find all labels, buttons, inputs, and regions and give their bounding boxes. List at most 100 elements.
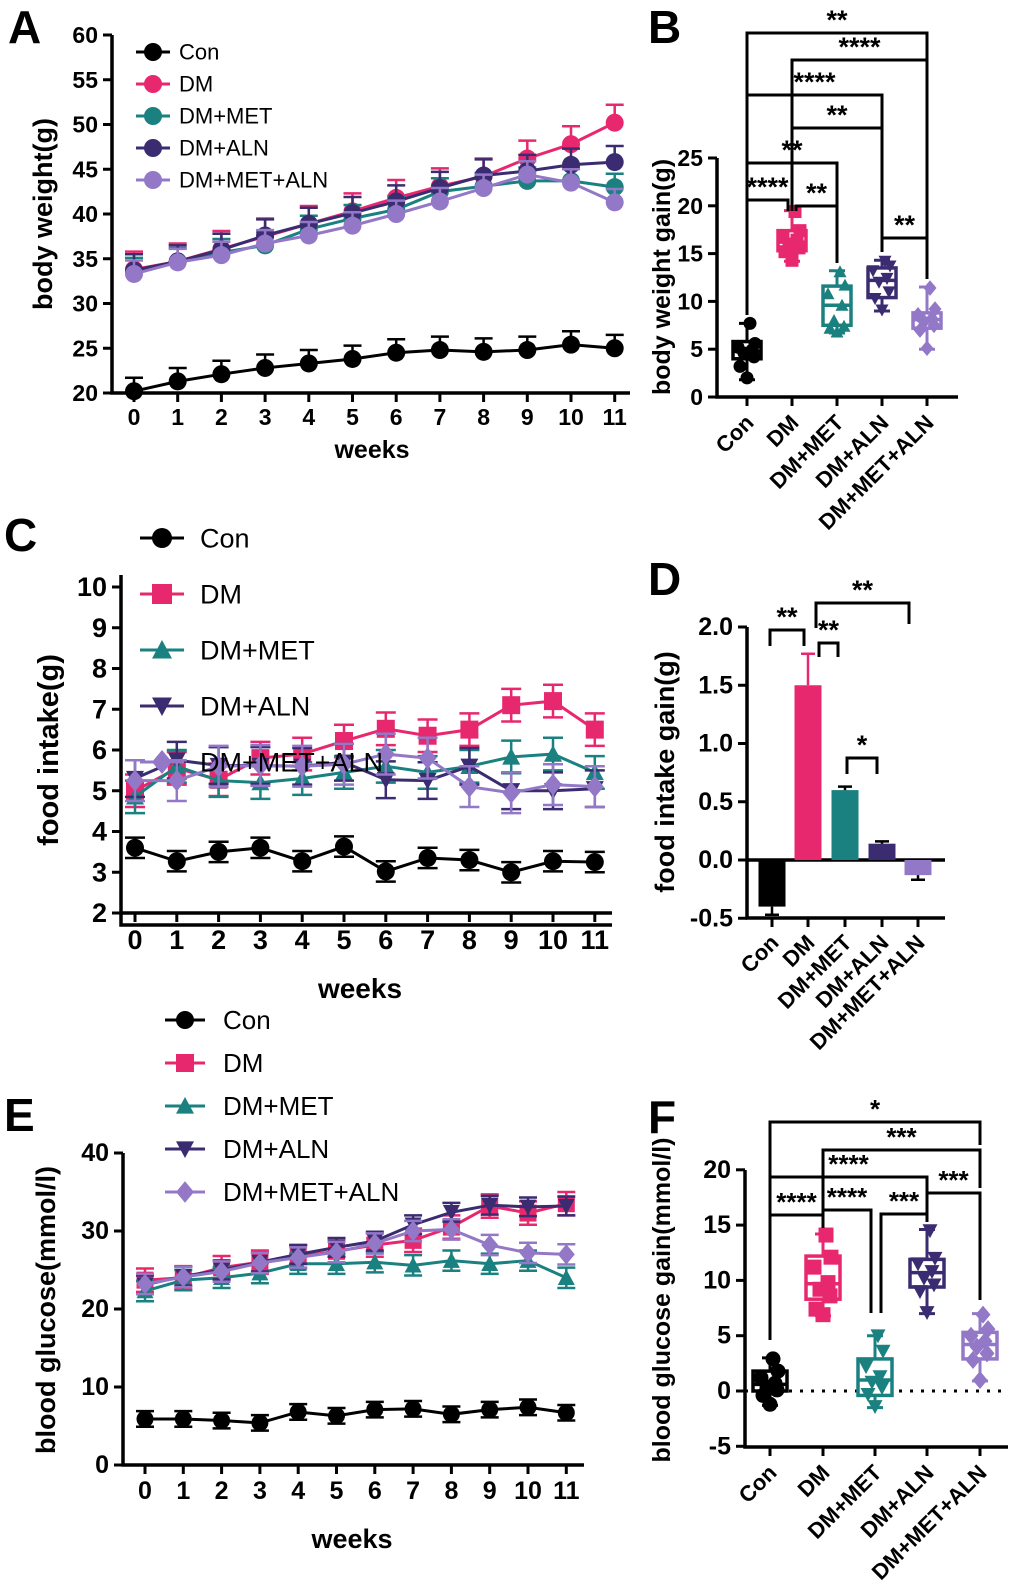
panel-label-c: C xyxy=(4,509,38,561)
legend-label-con: Con xyxy=(179,40,219,65)
x-tick-label: 7 xyxy=(420,925,435,955)
y-tick-label: 25 xyxy=(677,145,703,171)
x-tick-label: 1 xyxy=(176,1477,190,1505)
y-axis-title: body weight(g) xyxy=(28,118,58,310)
legend-label-dm-aln: DM+ALN xyxy=(179,136,269,161)
y-tick-label: 10 xyxy=(703,1266,731,1294)
sig-bracket-dm-dm-aln xyxy=(790,126,884,252)
panel-c-food-intake-line-chart: 2 3 4 5 6 7 8 9 10 0 1 2 3 4 5 6 7 8 9 10 11 Con DM DM+MET DM+AL… xyxy=(0,480,640,1015)
series-con xyxy=(125,329,624,401)
x-tick-label: 9 xyxy=(521,404,534,430)
sig-stars: *** xyxy=(889,1186,920,1216)
y-tick-label: 4 xyxy=(92,817,107,847)
y-tick-label: 10 xyxy=(677,288,703,314)
legend-label-dm: DM xyxy=(200,579,242,609)
x-tick-label: 6 xyxy=(390,404,403,430)
x-tick-label: 8 xyxy=(462,925,477,955)
x-tick-label: 11 xyxy=(603,404,628,430)
x-tick-label: 4 xyxy=(295,925,310,955)
y-tick-label: 40 xyxy=(81,1139,109,1167)
box-dm-aln xyxy=(908,1224,946,1320)
y-tick-label: 0.5 xyxy=(698,788,733,816)
y-tick-label: 0.0 xyxy=(698,846,733,874)
legend: Con DM DM+MET DM+ALN DM+MET+ALN xyxy=(136,40,328,193)
sig-bracket-dm-dm-met xyxy=(794,204,839,263)
y-tick-label: -5 xyxy=(709,1432,731,1460)
legend-label-dm-met: DM+MET xyxy=(223,1091,334,1121)
box-con xyxy=(731,316,763,385)
series-dm-met-aln xyxy=(125,732,605,815)
y-tick-label: 25 xyxy=(72,335,98,361)
x-axis-extension xyxy=(119,913,612,927)
y-tick-label: 6 xyxy=(92,735,107,765)
y-tick-label: 3 xyxy=(92,857,107,887)
legend-label-dm-met: DM+MET xyxy=(179,104,273,129)
legend-label-dm-aln: DM+ALN xyxy=(223,1134,329,1164)
sig-bracket-dm-aln-dm-met-aln xyxy=(925,1191,982,1300)
sig-bracket-con-dm xyxy=(745,198,790,315)
sig-bracket-dm-dm-met xyxy=(817,641,840,657)
panel-label-a: A xyxy=(8,1,42,53)
y-tick-label: 1.0 xyxy=(698,730,733,758)
sig-bracket-dm-aln-dm-met-aln xyxy=(880,236,929,279)
y-tick-label: 7 xyxy=(92,694,107,724)
x-tick-label: 11 xyxy=(581,925,610,955)
panel-label-b: B xyxy=(648,1,682,53)
box-dm-aln xyxy=(866,255,898,317)
sig-stars: **** xyxy=(827,1182,868,1212)
legend-label-dm-met-aln: DM+MET+ALN xyxy=(200,747,383,777)
x-tick-label: 2 xyxy=(215,1477,229,1505)
x-tick-label: 3 xyxy=(253,925,268,955)
x-tick-label: 8 xyxy=(444,1477,458,1505)
y-tick-label: 55 xyxy=(72,67,98,93)
legend-label-con: Con xyxy=(200,523,250,553)
panel-e-blood-glucose-line-chart: 0 10 20 30 40 0 1 2 3 4 5 6 7 8 9 10 11 Con DM DM+MET DM+ALN… xyxy=(0,1005,640,1589)
x-axis-title: weeks xyxy=(317,973,402,1004)
y-tick-label: 35 xyxy=(72,246,98,272)
x-tick-label: 7 xyxy=(434,404,447,430)
y-tick-label: 30 xyxy=(72,291,98,317)
category-label-con: Con xyxy=(736,930,784,978)
x-tick-label: 6 xyxy=(378,925,393,955)
x-tick-label: 3 xyxy=(253,1477,267,1505)
y-tick-label: -0.5 xyxy=(690,904,733,932)
panel-a-body-weight-line-chart: 20 25 30 35 40 45 50 55 60 0 1 2 3 4 5 6 7 8 9 10 11 Con DM DM+… xyxy=(0,0,640,483)
legend-label-dm: DM xyxy=(223,1048,263,1078)
y-tick-label: 30 xyxy=(81,1217,109,1245)
sig-stars: ** xyxy=(852,575,874,605)
panel-d-food-intake-gain-barchart: 2.0 1.5 1.0 0.5 0.0 -0.5 Con DM DM+MET DM+ALN DM+M… xyxy=(640,540,1020,1065)
x-tick-label: 1 xyxy=(171,404,184,430)
y-tick-label: 1.5 xyxy=(698,671,733,699)
y-axis-title: blood glucose gain(mmol/l) xyxy=(648,1138,676,1463)
y-tick-label: 15 xyxy=(677,241,703,267)
category-label-dm: DM xyxy=(793,1460,835,1502)
y-tick-label: 20 xyxy=(677,193,703,219)
panel-label-e: E xyxy=(4,1089,35,1141)
y-tick-label: 50 xyxy=(72,112,98,138)
sig-stars: ** xyxy=(826,5,848,35)
x-tick-label: 5 xyxy=(336,925,351,955)
legend-label-con: Con xyxy=(223,1010,271,1035)
x-tick-label: 9 xyxy=(504,925,519,955)
box-dm-met-aln xyxy=(961,1305,999,1389)
axes xyxy=(119,575,612,915)
sig-bracket-dm-met-dm-aln xyxy=(845,756,879,774)
x-tick-label: 10 xyxy=(538,925,568,955)
x-tick-label: 0 xyxy=(127,925,142,955)
bar-dm-met-aln xyxy=(904,860,932,882)
x-tick-label: 0 xyxy=(128,404,141,430)
x-axis-title: weeks xyxy=(333,436,409,464)
y-tick-label: 10 xyxy=(81,1373,109,1401)
sig-bracket-dm-dm-met-aln xyxy=(814,601,911,628)
y-tick-label: 5 xyxy=(92,776,107,806)
panel-b-body-weight-gain-boxplot: 0 5 10 15 20 25 Con DM DM+MET DM+ALN DM+MET+ALN ** *… xyxy=(640,0,1020,545)
sig-stars: ** xyxy=(826,100,848,130)
sig-stars: **** xyxy=(776,1187,817,1217)
bar-dm-aln xyxy=(868,840,896,860)
panel-label-d: D xyxy=(648,553,682,605)
